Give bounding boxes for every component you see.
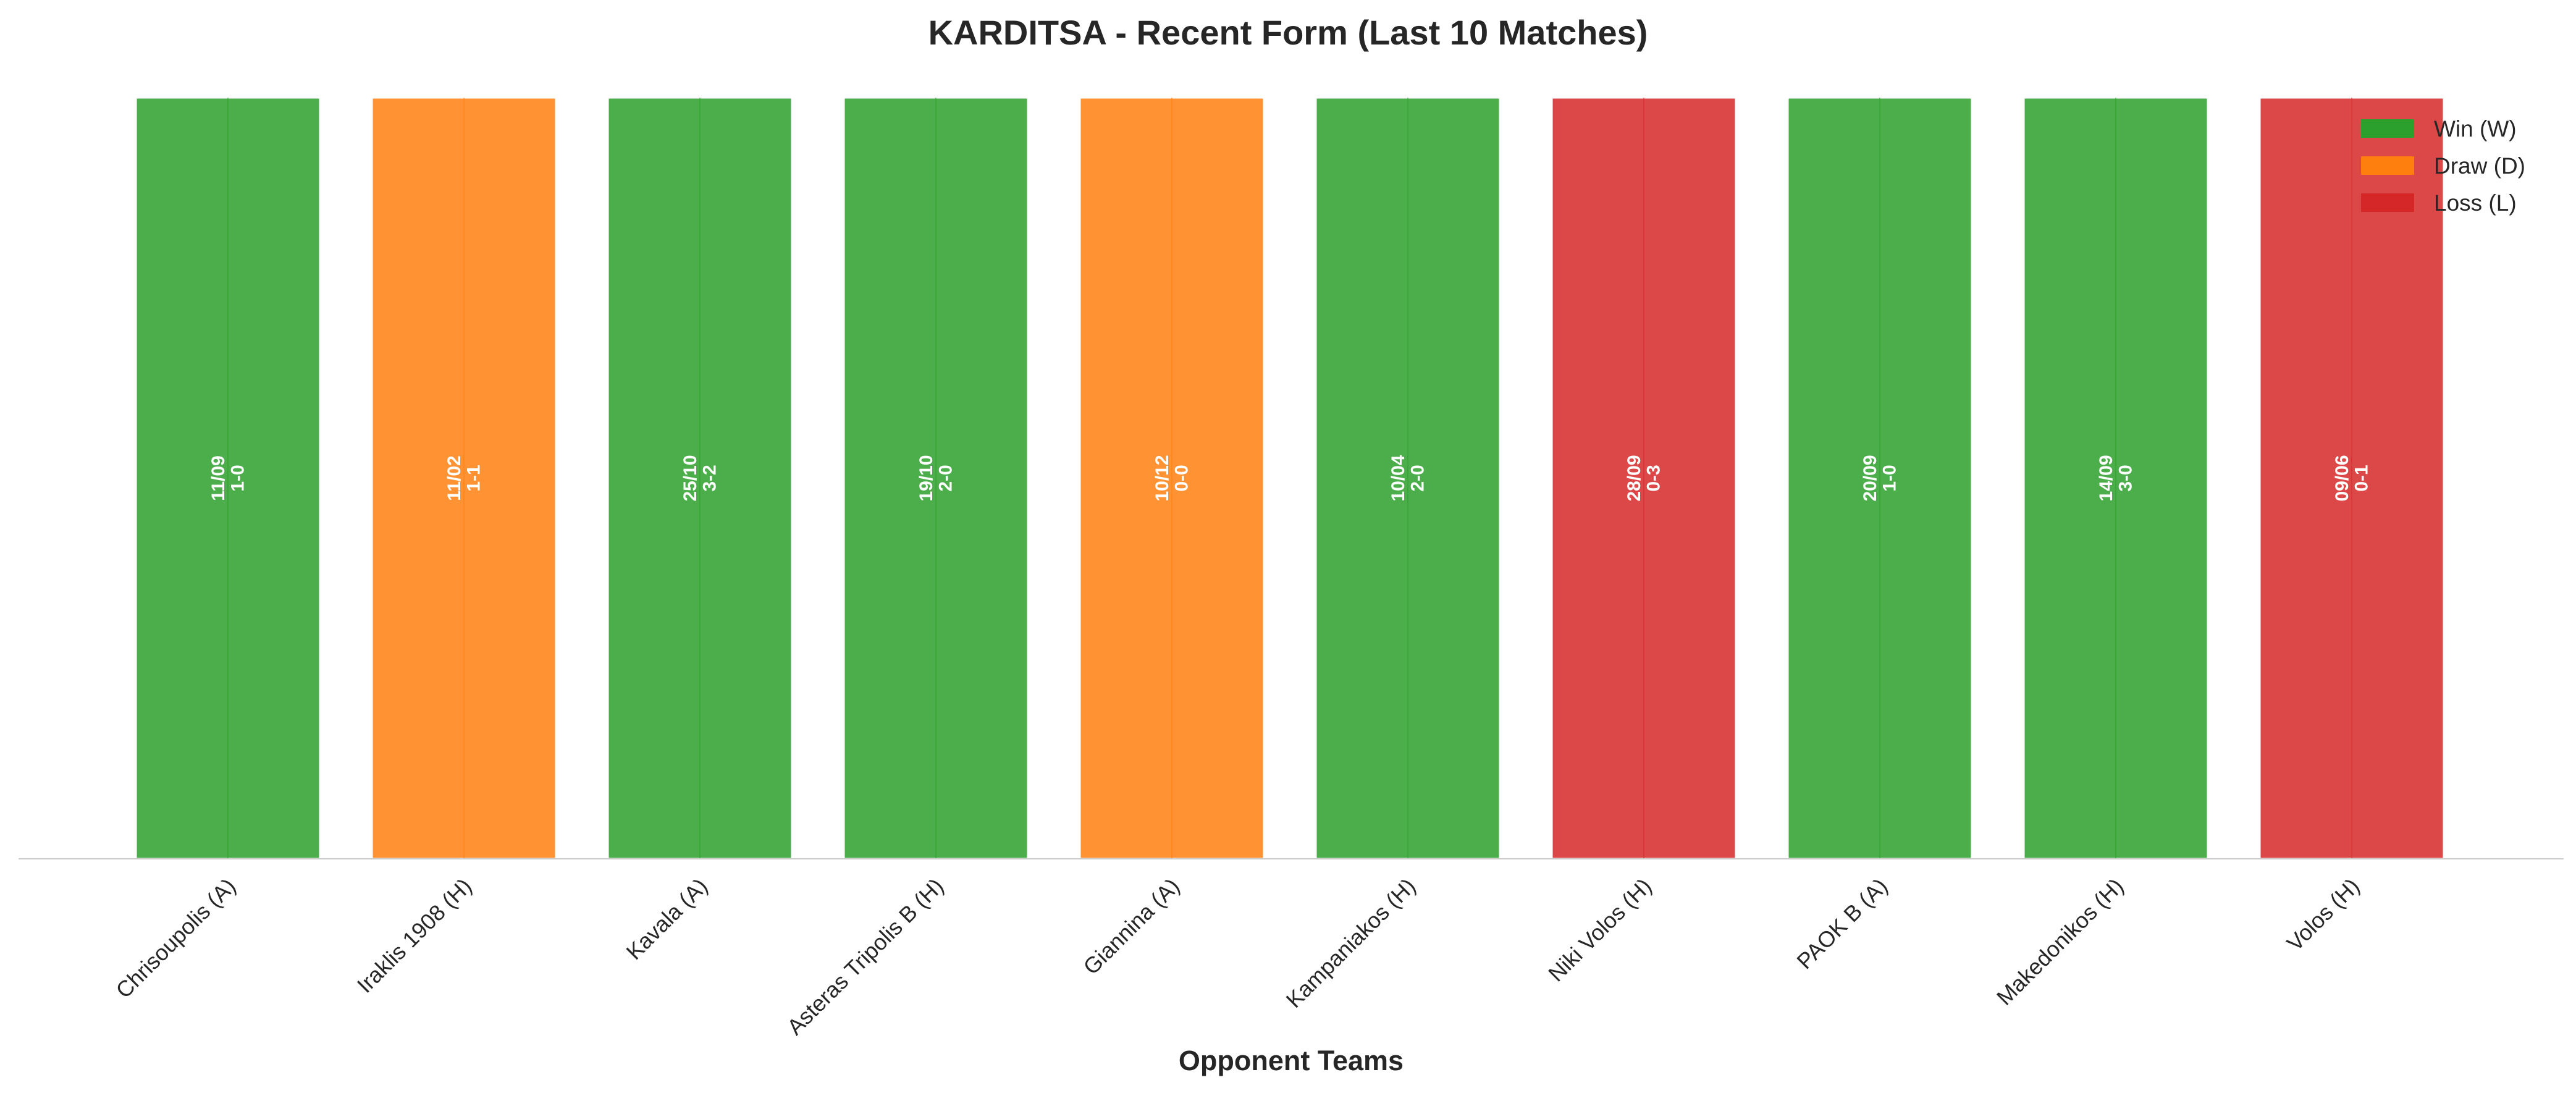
bar-date-4: 10/12 [1152,455,1172,501]
bar-label-4: 10/120-0 [1152,455,1192,501]
bar-score-7: 1-0 [1880,465,1900,491]
bar-score-2: 3-2 [700,465,720,491]
x-tick-label-8: Makedonikos (H) [1992,873,2128,1010]
legend-label-w: Win (W) [2434,116,2517,141]
bar-date-7: 20/09 [1860,455,1880,501]
bar-score-9: 0-1 [2352,465,2372,491]
bar-label-3: 19/102-0 [916,455,956,501]
bar-date-6: 28/09 [1624,455,1644,501]
x-tick-label-5: Kampaniakos (H) [1281,873,1421,1013]
bar-score-1: 1-1 [464,465,484,491]
bar-label-6: 28/090-3 [1624,455,1664,501]
bar-date-1: 11/02 [444,455,465,500]
bar-date-2: 25/10 [680,455,701,501]
bar-label-1: 11/021-1 [444,455,484,500]
bar-score-8: 3-0 [2116,465,2136,491]
legend-label-l: Loss (L) [2434,190,2517,216]
bar-score-5: 2-0 [1408,465,1428,491]
legend-swatch-w [2361,119,2414,138]
legend-swatch-l [2361,193,2414,212]
legend-swatch-d [2361,156,2414,175]
bar-score-4: 0-0 [1172,465,1192,491]
bars-group: 11/091-0 11/021-1 25/103-2 19/102-0 10/120-0… [135,96,2445,860]
x-tick-label-4: Giannina (A) [1078,873,1184,979]
bar-label-9: 09/060-1 [2332,455,2372,501]
bar-label-0: 11/091-0 [208,455,248,500]
bar-score-6: 0-3 [1644,465,1664,491]
bar-date-8: 14/09 [2096,455,2116,501]
legend-label-d: Draw (D) [2434,153,2525,179]
bar-label-2: 25/103-2 [680,455,720,501]
x-tick-label-7: PAOK B (A) [1791,873,1892,974]
bar-label-5: 10/042-0 [1388,455,1428,501]
bar-score-0: 1-0 [228,465,248,491]
bar-date-0: 11/09 [208,455,229,500]
x-tick-label-0: Chrisoupolis (A) [111,873,240,1003]
bar-label-8: 14/093-0 [2096,455,2136,501]
bar-date-9: 09/06 [2332,455,2352,501]
bar-label-7: 20/091-0 [1860,455,1900,501]
x-tick-label-2: Kavala (A) [621,873,712,964]
x-tick-label-9: Volos (H) [2282,873,2365,956]
x-tick-label-3: Asteras Tripolis B (H) [782,873,948,1039]
bar-score-3: 2-0 [936,465,956,491]
x-tick-label-1: Iraklis 1908 (H) [352,873,477,998]
legend: Win (W) Draw (D) Loss (L) [2361,116,2525,216]
bar-date-3: 19/10 [916,455,937,501]
bar-date-5: 10/04 [1388,455,1408,501]
x-axis-label: Opponent Teams [1179,1045,1404,1076]
x-tick-labels: Chrisoupolis (A) Iraklis 1908 (H) Kavala (… [111,873,2364,1039]
chart-title: KARDITSA - Recent Form (Last 10 Matches) [928,13,1648,52]
x-tick-label-6: Niki Volos (H) [1543,873,1656,986]
